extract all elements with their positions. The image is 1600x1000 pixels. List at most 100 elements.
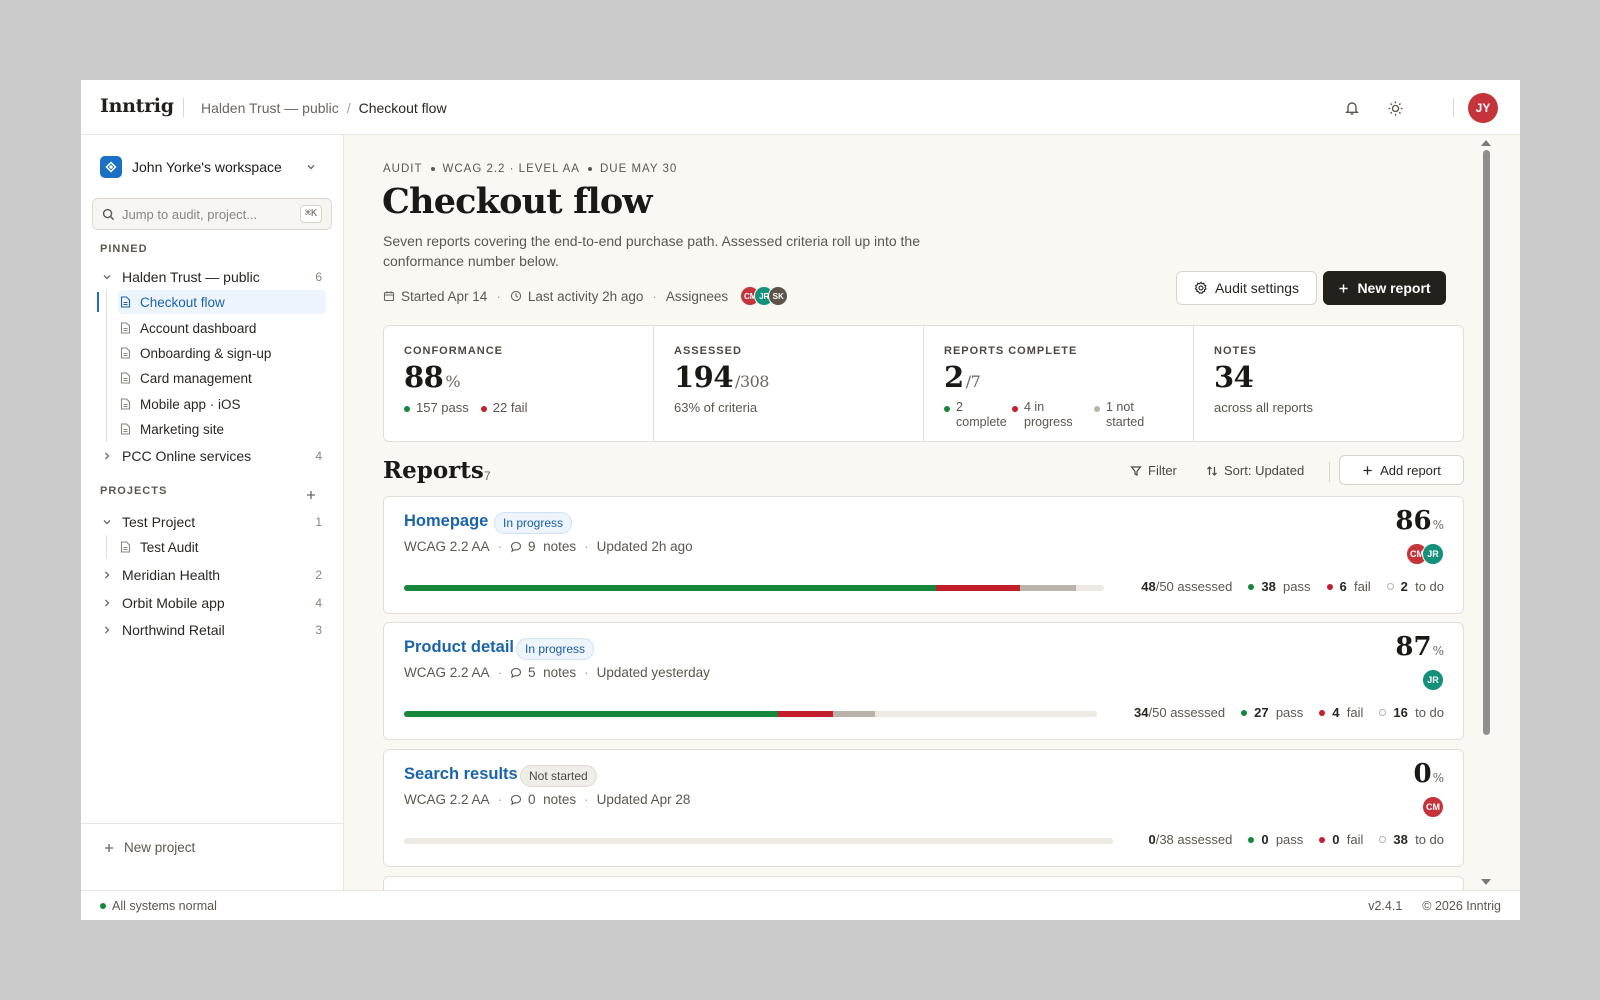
todo-count: 16 (1393, 705, 1408, 720)
report-assignees[interactable]: JR (1422, 669, 1444, 691)
breadcrumb-parent[interactable]: Halden Trust — public (201, 100, 339, 116)
tree-guide (106, 290, 107, 442)
todo-count: 38 (1393, 832, 1408, 847)
page-title: Checkout flow (382, 181, 653, 222)
tree-guide (106, 535, 107, 559)
sidebar-item-test-audit[interactable]: Test Audit (118, 535, 326, 559)
item-count: 6 (315, 270, 322, 284)
page-description: Seven reports covering the end-to-end pu… (383, 233, 920, 269)
copyright: © 2026 Inntrig (1422, 899, 1501, 913)
report-card[interactable]: Search results Not started WCAG 2.2 AA ·… (383, 749, 1464, 867)
chevron-right-icon[interactable] (100, 449, 114, 463)
report-card[interactable]: Homepage In progress WCAG 2.2 AA · 9 %no… (383, 496, 1464, 614)
bell-icon[interactable] (1341, 97, 1363, 119)
avatar[interactable]: JR (1422, 543, 1444, 565)
eyebrow-type: AUDIT (383, 163, 423, 175)
search-input[interactable]: Jump to audit, project... ⌘K (92, 198, 332, 230)
document-icon (120, 398, 131, 410)
report-title[interactable]: Homepage (404, 512, 489, 530)
conformance-value: 88 (404, 360, 444, 394)
chevron-right-icon[interactable] (100, 596, 114, 610)
document-icon (120, 423, 131, 435)
fail-stat: 0 fail (1319, 832, 1363, 847)
filter-button[interactable]: Filter (1130, 463, 1177, 478)
started-meta: Started Apr 14 (383, 289, 487, 304)
sidebar-item-label: Checkout flow (140, 294, 225, 310)
sidebar-item-halden-trust[interactable]: Halden Trust — public 6 (100, 265, 326, 289)
progress-stats: 48/50 assessed 38 pass 6 fail 2 to do (1141, 579, 1444, 594)
item-count: 4 (315, 596, 322, 610)
sidebar-item-label: Test Audit (140, 539, 199, 555)
item-count: 1 (315, 515, 322, 529)
scrollbar-thumb[interactable] (1483, 150, 1490, 735)
in-progress-count: 4 in progress (1024, 400, 1073, 429)
separator: · (584, 665, 589, 680)
sidebar-item-meridian-health[interactable]: Meridian Health 2 (100, 563, 326, 587)
gear-icon (1194, 281, 1207, 294)
fail-stat: 4 fail (1319, 705, 1363, 720)
todo-dot (1379, 709, 1387, 716)
sort-button[interactable]: Sort: Updated (1206, 463, 1304, 478)
brand-logo[interactable]: Inntrig (100, 95, 174, 117)
sidebar-item-card-management[interactable]: Card management (118, 366, 326, 390)
score-value: 0 (1413, 759, 1432, 789)
stat-legend: 157 pass 22 fail (404, 400, 633, 415)
add-report-button[interactable]: Add report (1339, 455, 1464, 485)
stat-caption: 63% of criteria (674, 400, 758, 415)
report-updated: Updated Apr 28 (596, 792, 691, 807)
sidebar-item-mobile-app-ios[interactable]: Mobile app · iOS (118, 392, 326, 416)
assessed-total: /50 (1155, 579, 1174, 594)
scroll-down-arrow-icon[interactable] (1481, 879, 1491, 885)
report-card[interactable] (383, 876, 1464, 890)
new-project-button[interactable]: New project (81, 823, 344, 871)
avatar[interactable]: SK (768, 286, 789, 306)
plus-icon (1363, 465, 1372, 475)
assignee-avatars[interactable]: CM JR SK (740, 286, 789, 306)
document-icon (120, 322, 131, 334)
document-icon (120, 347, 131, 359)
notes-word: notes (543, 665, 577, 680)
fail-count: 4 (1332, 705, 1340, 720)
sidebar-item-northwind-retail[interactable]: Northwind Retail 3 (100, 618, 326, 642)
avatar[interactable]: CM (1422, 796, 1444, 818)
report-assignees[interactable]: CM JR (1406, 543, 1444, 565)
sidebar-item-checkout-flow[interactable]: Checkout flow (118, 290, 326, 314)
app-window: Inntrig Halden Trust — public / Checkout f… (81, 80, 1520, 920)
scroll-up-arrow-icon[interactable] (1481, 140, 1491, 146)
audit-settings-button[interactable]: Audit settings (1176, 271, 1317, 305)
add-project-icon[interactable] (305, 488, 317, 506)
report-assignees[interactable]: CM (1422, 796, 1444, 818)
sidebar-item-label: PCC Online services (122, 448, 252, 464)
report-title[interactable]: Product detail (404, 638, 515, 656)
fail-label: fail (1353, 579, 1371, 594)
chevron-down-icon[interactable] (100, 270, 114, 284)
report-card[interactable]: Product detail In progress WCAG 2.2 AA ·… (383, 622, 1464, 740)
sidebar-item-label: Orbit Mobile app (122, 595, 225, 611)
sidebar-item-test-project[interactable]: Test Project 1 (100, 510, 326, 534)
sidebar-item-onboarding[interactable]: Onboarding & sign-up (118, 341, 326, 365)
user-avatar[interactable]: JY (1468, 93, 1498, 123)
separator: · (497, 792, 503, 807)
report-title[interactable]: Search results (404, 765, 518, 783)
chevron-right-icon[interactable] (100, 623, 114, 637)
assessed-value: 194 (674, 360, 734, 394)
sidebar-item-pcc-online[interactable]: PCC Online services 4 (100, 444, 326, 468)
chevron-right-icon[interactable] (100, 568, 114, 582)
sidebar-item-account-dashboard[interactable]: Account dashboard (118, 316, 326, 340)
sun-icon[interactable] (1384, 97, 1406, 119)
separator: · (584, 792, 589, 807)
new-report-button[interactable]: New report (1323, 271, 1446, 305)
sidebar-item-label: Onboarding & sign-up (140, 345, 272, 361)
workspace-switcher[interactable]: John Yorke's workspace (100, 156, 325, 178)
sidebar: John Yorke's workspace Jump to audit, pr… (81, 135, 344, 890)
fail-label: fail (1346, 705, 1364, 720)
pass-stat: 0 pass (1248, 832, 1303, 847)
sidebar-item-marketing-site[interactable]: Marketing site (118, 417, 326, 441)
sidebar-item-label: Marketing site (140, 421, 225, 437)
notes-word: notes (543, 792, 577, 807)
chevron-down-icon[interactable] (100, 515, 114, 529)
score-unit: % (1432, 771, 1444, 785)
sidebar-item-orbit-mobile[interactable]: Orbit Mobile app 4 (100, 591, 326, 615)
avatar[interactable]: JR (1422, 669, 1444, 691)
dot-separator (430, 167, 435, 171)
